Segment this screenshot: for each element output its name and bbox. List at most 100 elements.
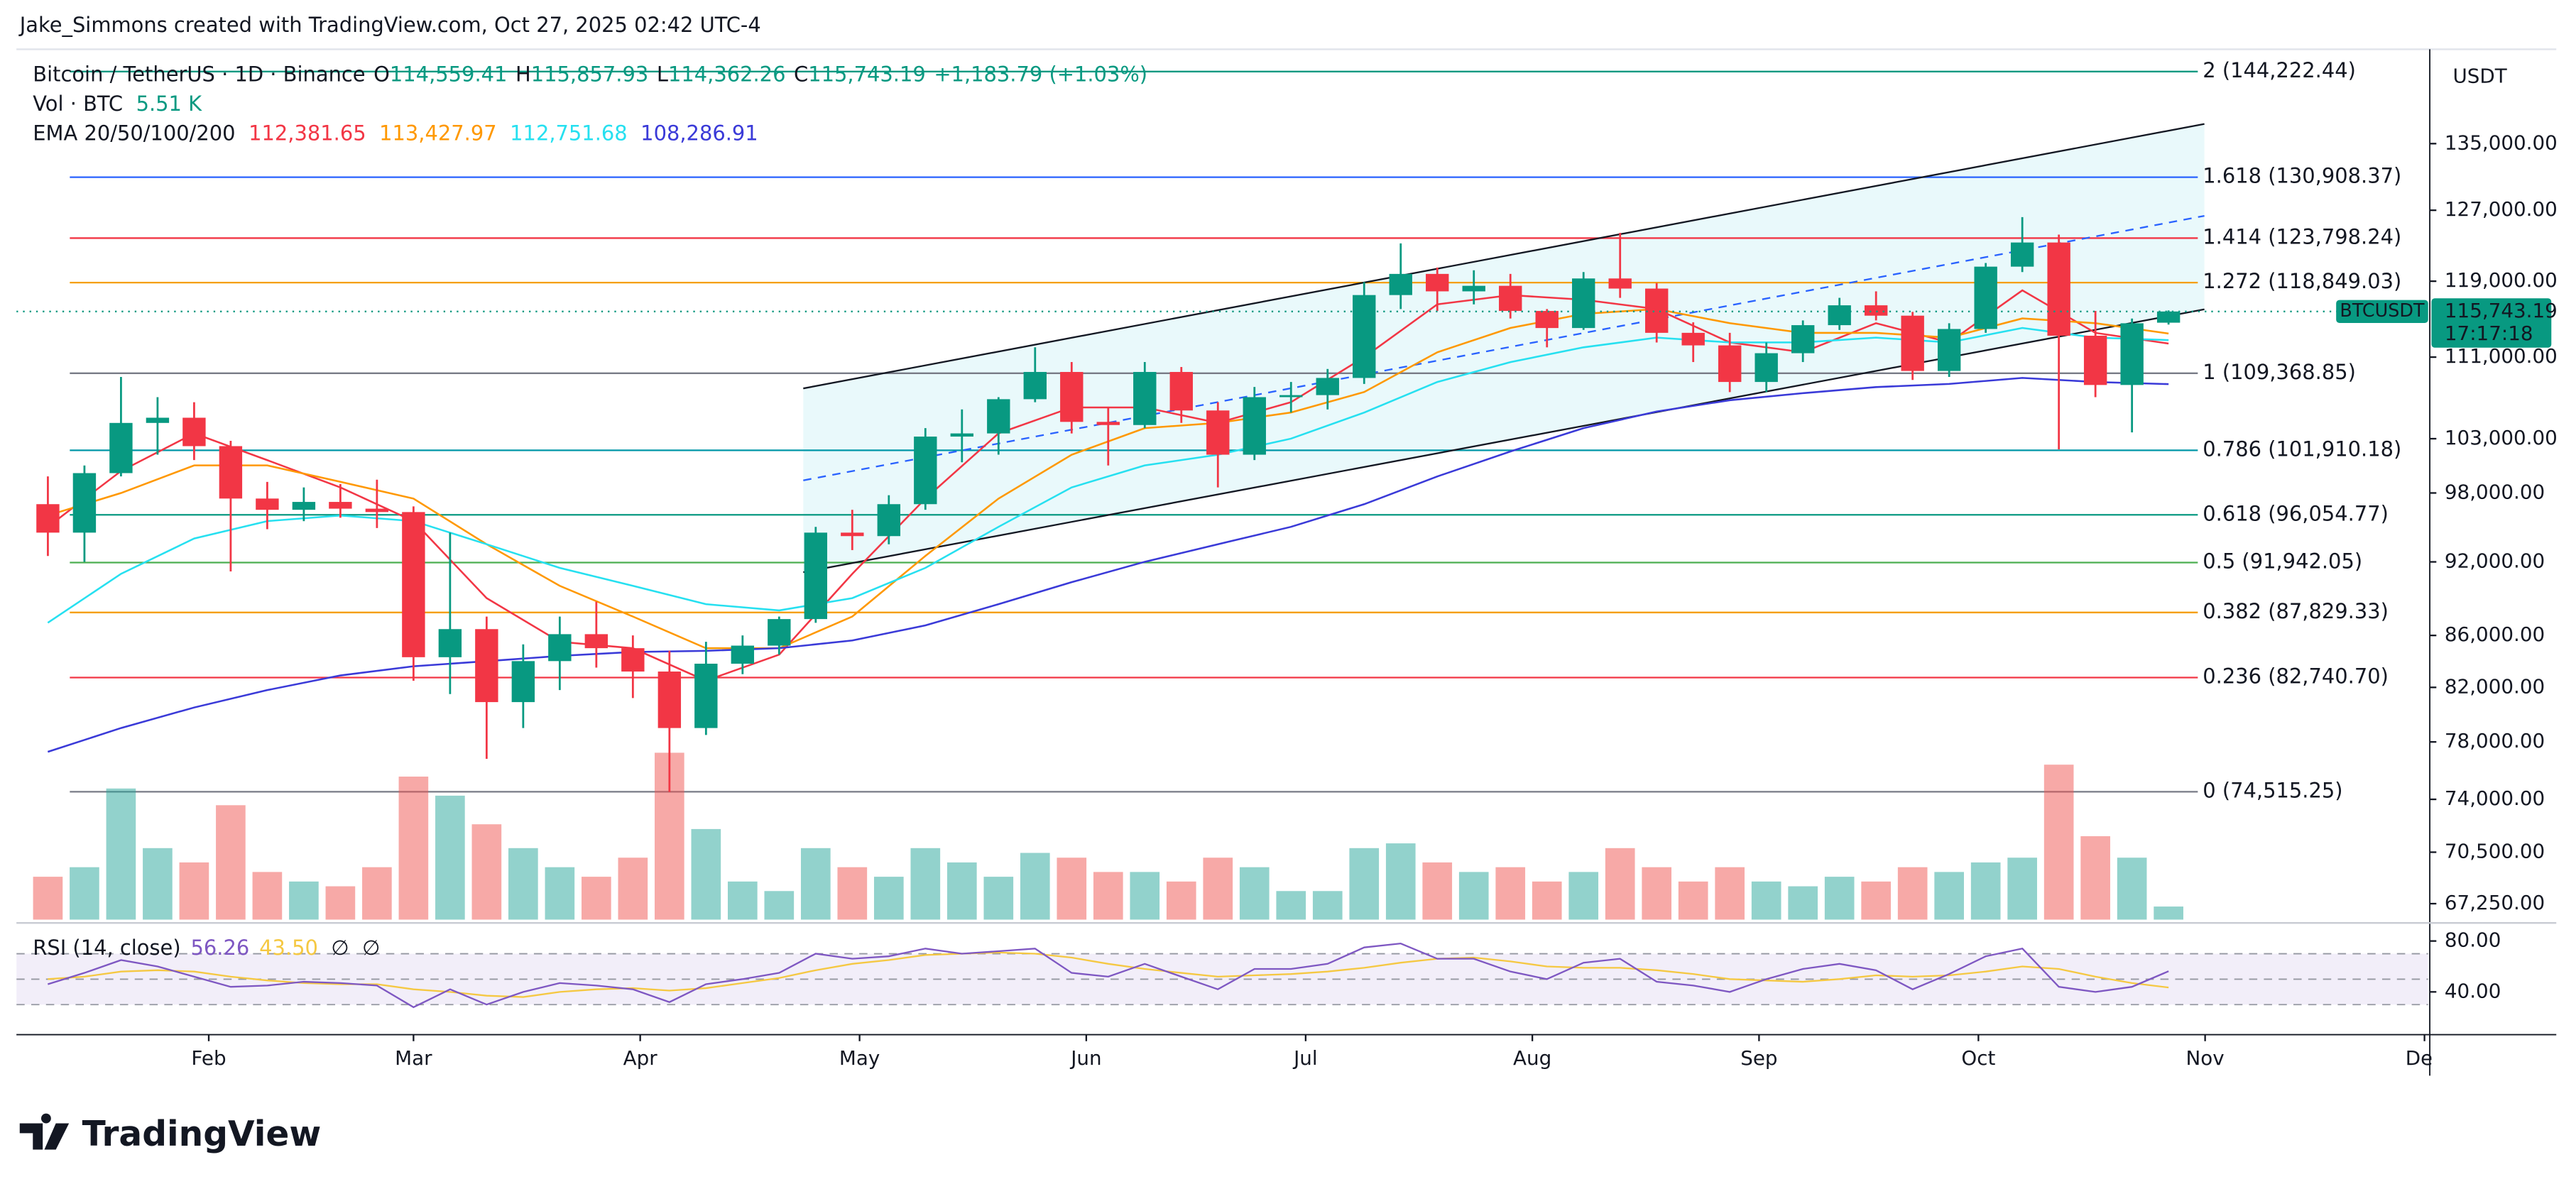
last-price-label: 115,743.19 (2445, 299, 2558, 322)
volume-bar (1568, 872, 1599, 920)
rsi-extra: ∅ (362, 936, 380, 960)
candle-body (1169, 371, 1193, 411)
candle-body (694, 663, 718, 728)
volume-bar (1934, 872, 1964, 920)
volume-bar (728, 881, 758, 920)
last-price-bg (2431, 298, 2552, 348)
volume-bar (1642, 867, 1672, 920)
trendline (803, 214, 2205, 481)
candle-body (1718, 345, 1742, 383)
fib-label: 0.236 (82,740.70) (2203, 664, 2389, 689)
volume-bar (106, 788, 136, 920)
ema-line (47, 377, 2169, 753)
volume-bar (1678, 881, 1708, 920)
ohlc-key: H (515, 62, 531, 86)
candle-body (2010, 242, 2034, 267)
x-tick-label: Dec (2406, 1046, 2444, 1070)
fib-label: 0.5 (91,942.05) (2203, 549, 2362, 574)
candle-body (1535, 311, 1559, 329)
candle-body (256, 498, 279, 510)
volume-bar (143, 848, 173, 920)
y-tick-label: 103,000.00 (2445, 426, 2558, 449)
y-tick-label: 70,500.00 (2445, 840, 2545, 863)
x-tick-label: Feb (191, 1046, 226, 1070)
volume-bar (70, 867, 99, 920)
candle-body (1901, 315, 1924, 371)
volume-bar (1532, 881, 1562, 920)
volume-bar (2043, 765, 2074, 920)
volume-bar (435, 795, 465, 920)
volume-bar (1239, 867, 1270, 920)
x-tick-label: Nov (2186, 1046, 2225, 1070)
candle-body (2120, 323, 2144, 385)
volume-bar (2154, 906, 2183, 920)
y-tick-label: 111,000.00 (2445, 344, 2558, 368)
candle-body (1937, 329, 1961, 371)
x-tick-label: Sep (1740, 1046, 1777, 1070)
candle-body (1608, 278, 1632, 289)
candle-body (329, 502, 352, 509)
x-tick-label: Mar (395, 1046, 432, 1070)
logo: TradingView (19, 1113, 321, 1154)
x-tick-label: Jun (1069, 1046, 1101, 1070)
volume-bar (691, 828, 721, 920)
candle-body (914, 437, 937, 505)
volume-bar (910, 848, 941, 920)
candle-body (2156, 311, 2181, 323)
candle-body (1645, 288, 1669, 333)
volume-bar (1715, 867, 1745, 920)
candle-body (36, 504, 60, 533)
candle-body (1754, 353, 1778, 383)
fib-label: 0 (74,515.25) (2203, 778, 2342, 802)
volume-bar (1897, 867, 1928, 920)
volume-bar (618, 857, 648, 920)
candle-body (1243, 397, 1266, 455)
fib-label: 0.382 (87,829.33) (2203, 599, 2389, 623)
volume-bar (837, 867, 868, 920)
candle-body (1316, 378, 1339, 395)
volume-bar (1495, 867, 1526, 920)
main-pane (16, 70, 2428, 920)
volume-bar (471, 824, 502, 920)
y-tick-label: 86,000.00 (2445, 623, 2545, 646)
volume-bar (1166, 881, 1196, 920)
rsi-line (47, 942, 2169, 1009)
rsi-ma-value: 43.50 (259, 936, 318, 960)
candle-body (841, 532, 864, 537)
volume-bar (1312, 891, 1343, 920)
candle-body (1389, 273, 1412, 295)
candle-body (1499, 285, 1522, 312)
trendline (803, 308, 2205, 574)
volume-bar (545, 867, 575, 920)
candle-body (877, 504, 901, 537)
volume-bar (2080, 836, 2110, 920)
volume-bar (582, 877, 611, 920)
trendline (803, 123, 2205, 390)
volume-bar (1093, 872, 1123, 920)
volume-bar (1422, 862, 1453, 920)
volume-bar (1020, 853, 1050, 920)
candle-body (548, 634, 572, 662)
ohlc-value: 114,559.41 (390, 62, 508, 86)
x-tick-label: Apr (623, 1046, 658, 1070)
volume-bar (179, 862, 209, 920)
fib-label: 0.618 (96,054.77) (2203, 501, 2389, 525)
candle-body (1353, 295, 1376, 378)
ohlc-value: 115,857.93 (531, 62, 649, 86)
candle-body (1828, 305, 1851, 326)
volume-bar (2007, 857, 2037, 920)
candle-body (950, 433, 973, 437)
fib-label: 1.618 (130,908.37) (2203, 164, 2401, 188)
ohlc-key: L (657, 62, 668, 86)
volume-bar (33, 877, 63, 920)
candle-body (475, 629, 498, 703)
fib-label: 1.272 (118,849.03) (2203, 269, 2401, 293)
candle-body (1572, 278, 1595, 329)
volume-bar (289, 881, 319, 920)
volume-bar (764, 891, 795, 920)
candle-body (182, 417, 206, 446)
rsi-pane (16, 942, 2428, 1009)
candle-body (1023, 371, 1047, 400)
candle-body (146, 417, 170, 423)
